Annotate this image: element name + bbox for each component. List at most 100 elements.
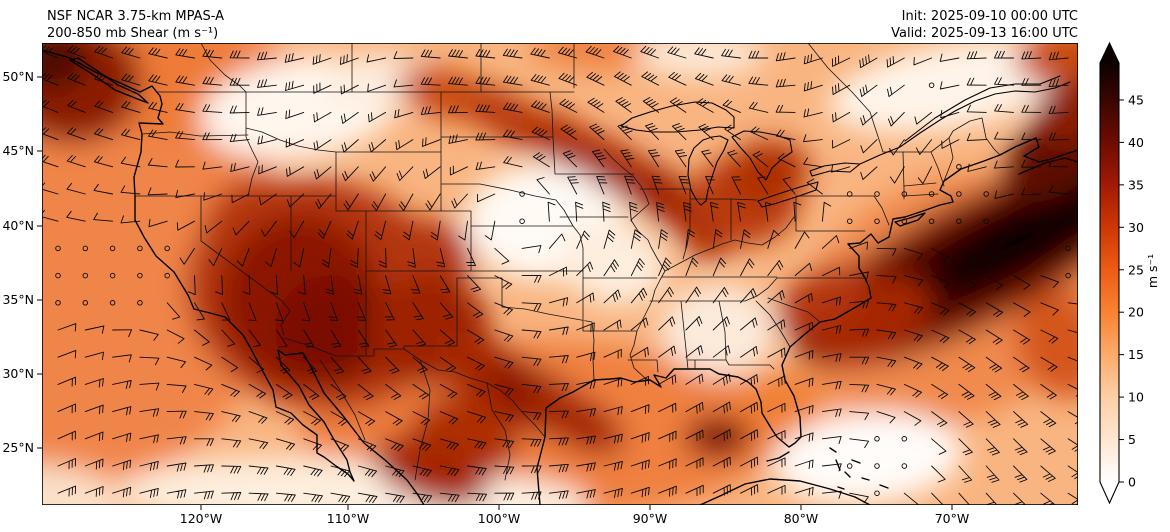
wind-barb xyxy=(521,491,542,500)
state-borders xyxy=(134,91,954,481)
wind-barb xyxy=(630,287,648,304)
wind-barb xyxy=(1040,275,1060,288)
wind-barb xyxy=(357,438,377,452)
wind-barb xyxy=(775,52,796,62)
wind-barb xyxy=(467,275,482,293)
wind-barb xyxy=(740,374,759,387)
wind-barb xyxy=(958,356,976,373)
wind-barb xyxy=(615,97,632,113)
wind-barb xyxy=(448,49,468,59)
wind-barb xyxy=(313,166,332,180)
calm-wind-marker xyxy=(983,218,989,224)
wind-barb xyxy=(439,329,456,346)
wind-barb xyxy=(617,123,633,141)
wind-barb xyxy=(775,78,796,88)
wind-barb xyxy=(467,356,485,371)
wind-barb xyxy=(139,382,160,391)
wind-barb xyxy=(860,111,878,126)
wind-barb xyxy=(357,465,378,478)
wind-barb xyxy=(940,109,960,119)
wind-barb xyxy=(931,302,950,316)
wind-barb xyxy=(764,201,774,222)
lat-tick-label: 35°N xyxy=(2,292,34,307)
wind-barb xyxy=(248,411,268,424)
wind-barb xyxy=(494,411,514,422)
wind-barb xyxy=(931,438,947,455)
wind-barb xyxy=(270,275,278,296)
wind-barb xyxy=(148,129,168,141)
wind-barb xyxy=(448,105,468,114)
wind-barb xyxy=(120,215,141,224)
wind-barb xyxy=(658,345,676,358)
wind-barb xyxy=(994,77,1014,86)
wind-barb xyxy=(803,108,823,118)
wind-barb xyxy=(412,438,432,452)
wind-barb xyxy=(202,76,223,86)
wind-barb xyxy=(669,97,687,113)
calm-wind-marker xyxy=(1010,218,1017,224)
wind-barb xyxy=(985,411,1001,428)
wind-barb xyxy=(467,438,487,450)
wind-barb xyxy=(831,164,851,173)
wind-barb xyxy=(57,349,77,359)
wind-barb xyxy=(175,189,195,199)
wind-barb xyxy=(737,201,746,222)
calm-wind-marker xyxy=(1038,218,1044,224)
wind-barb xyxy=(1013,411,1029,428)
wind-barb xyxy=(821,325,842,335)
wind-barb xyxy=(767,375,786,387)
wind-barb xyxy=(248,356,265,374)
wind-barb xyxy=(175,75,195,86)
wind-barb xyxy=(330,356,345,375)
wind-barb xyxy=(931,383,949,400)
wind-barb xyxy=(93,212,114,222)
wind-barb xyxy=(641,71,660,86)
wind-barb xyxy=(439,492,460,503)
lon-tick-label: 110°W xyxy=(326,511,370,526)
wind-barb xyxy=(303,438,323,452)
calm-wind-marker xyxy=(956,191,962,197)
wind-barb xyxy=(994,103,1014,113)
shear-blob xyxy=(42,465,122,505)
wind-barb xyxy=(293,247,305,268)
wind-barb xyxy=(658,402,677,413)
wind-barb xyxy=(66,210,86,222)
wind-barb xyxy=(422,137,441,147)
wind-barb xyxy=(727,150,741,168)
wind-barb xyxy=(353,275,363,295)
wind-barb xyxy=(275,492,296,502)
wind-barb xyxy=(548,437,569,446)
wind-barb xyxy=(629,201,638,222)
wind-barb xyxy=(750,126,769,141)
wind-barb xyxy=(120,156,141,168)
wind-barb xyxy=(341,139,359,153)
wind-barb xyxy=(313,111,332,123)
wind-barb xyxy=(757,176,769,195)
wind-barb xyxy=(494,356,514,369)
calm-wind-marker xyxy=(928,82,935,88)
wind-barb xyxy=(1067,465,1078,481)
wind-barb xyxy=(821,380,842,390)
wind-barb xyxy=(1067,411,1078,426)
wind-barb xyxy=(84,404,104,415)
wind-barb xyxy=(330,492,351,504)
wind-barb xyxy=(42,99,59,113)
wind-barb xyxy=(93,183,114,195)
wind-barb xyxy=(84,378,104,388)
wind-barb xyxy=(640,45,660,59)
calm-wind-marker xyxy=(1065,272,1071,279)
wind-barb xyxy=(832,139,851,149)
wind-barb xyxy=(886,55,905,68)
wind-barb xyxy=(985,383,1002,401)
wind-barb xyxy=(467,411,487,424)
wind-barb xyxy=(407,247,416,268)
wind-barb xyxy=(330,383,347,401)
wind-barb xyxy=(148,218,168,228)
wind-barb xyxy=(382,275,392,295)
wind-barb xyxy=(966,77,987,86)
wind-barb xyxy=(876,302,897,312)
wind-barb xyxy=(439,275,451,294)
wind-barb xyxy=(559,98,578,113)
wind-barb xyxy=(603,348,622,359)
wind-barb xyxy=(724,124,741,141)
